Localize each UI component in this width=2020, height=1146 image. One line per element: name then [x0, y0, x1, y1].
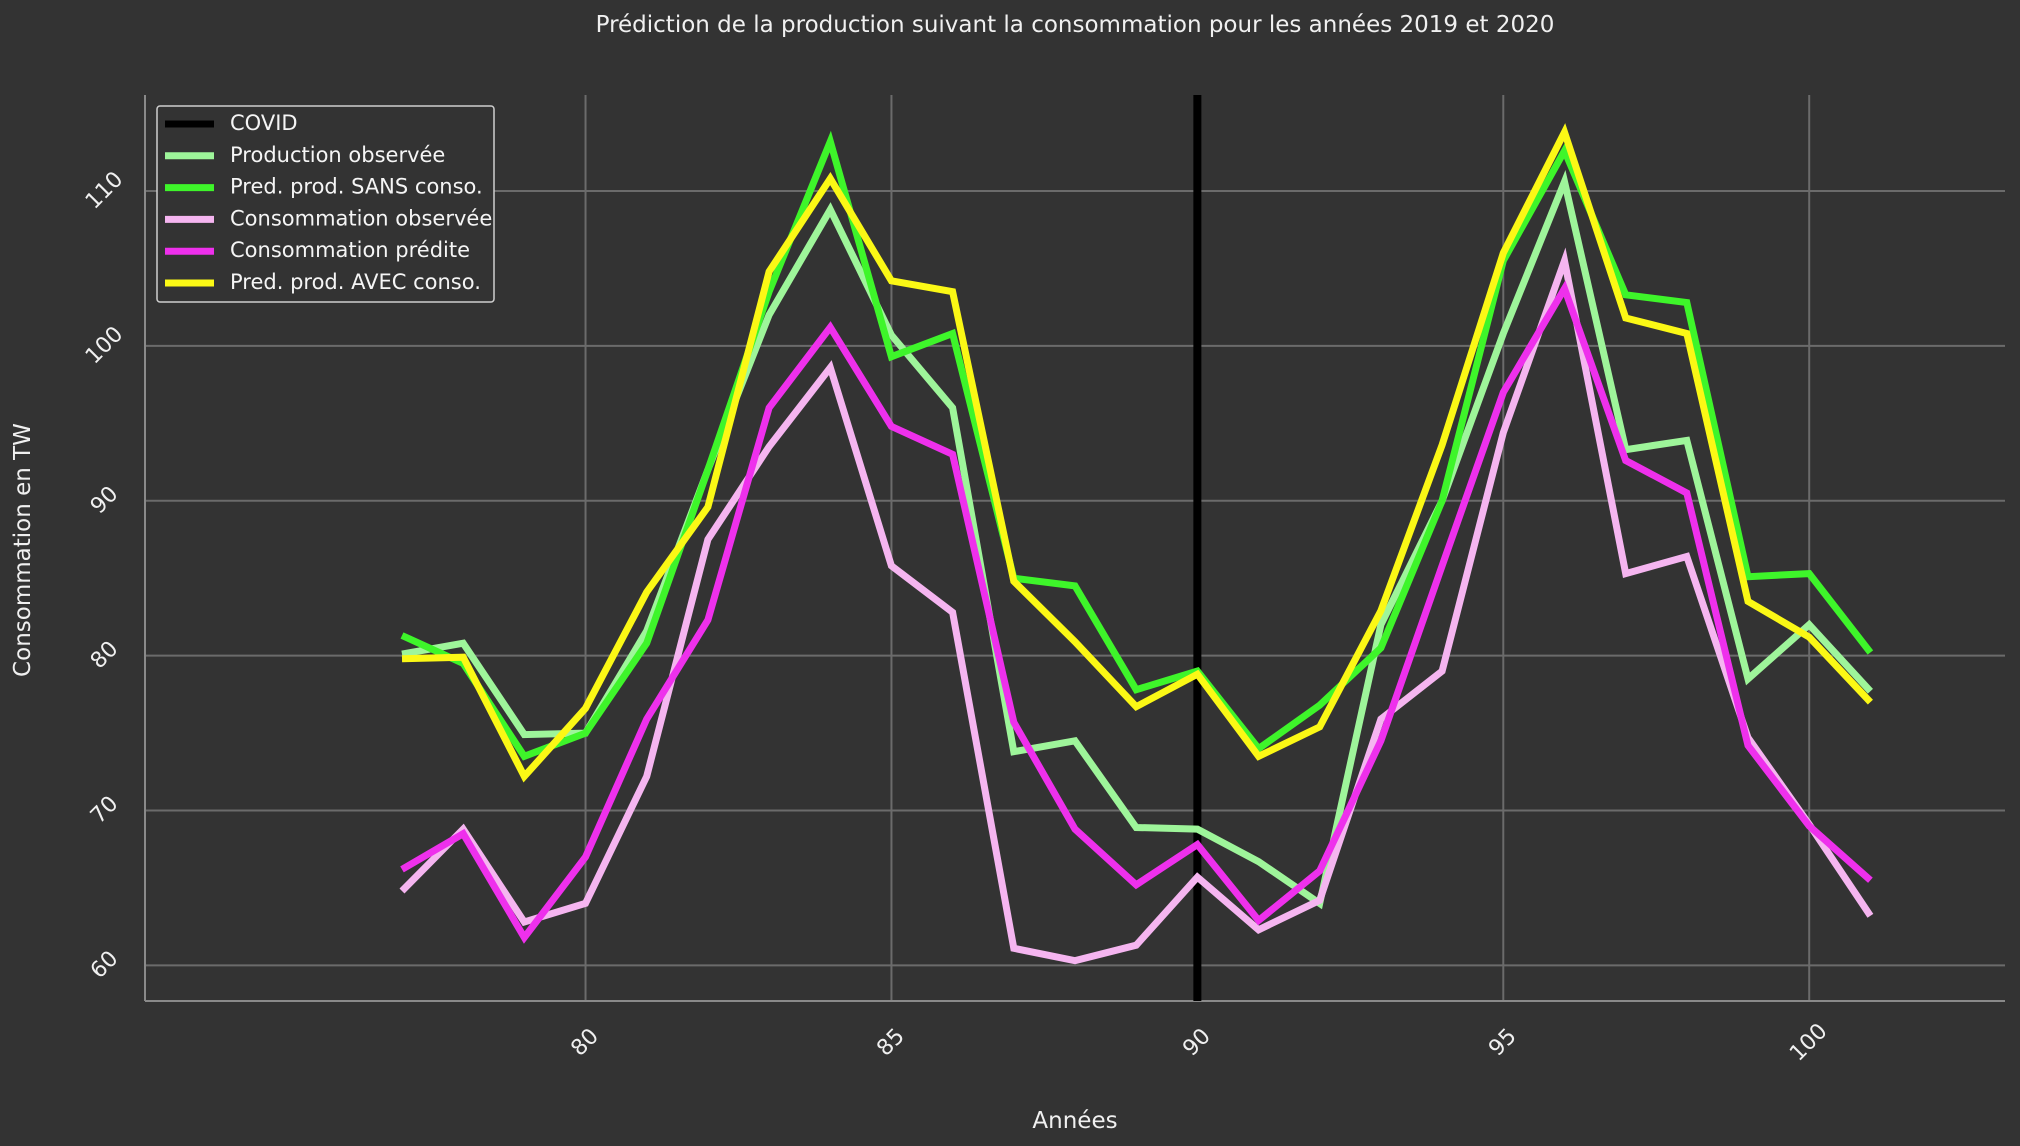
legend-label: Production observée [230, 143, 445, 167]
series-lines [399, 123, 1874, 965]
x-tick-label: 80 [566, 1024, 603, 1061]
series-line-pred-prod-sans-conso [400, 130, 1874, 761]
y-tick-label: 60 [86, 946, 123, 983]
series-line-consommation-observ-e [399, 247, 1874, 965]
y-tick-label: 90 [86, 482, 123, 519]
y-tick-label: 110 [81, 167, 128, 214]
x-tick-label: 90 [1178, 1024, 1215, 1061]
series-line-pred-prod-avec-conso [401, 123, 1873, 783]
series-line-consommation-pr-dite [400, 280, 1873, 944]
x-tick-label: 85 [872, 1024, 909, 1061]
x-axis-label: Années [1032, 1108, 1117, 1134]
x-tick-label: 95 [1484, 1024, 1521, 1061]
y-tick-label: 70 [86, 791, 123, 828]
legend-label: Consommation observée [230, 206, 492, 230]
y-axis-label: Consommation en TW [10, 423, 36, 677]
chart-title: Prédiction de la production suivant la c… [596, 12, 1555, 38]
legend-label: Consommation prédite [230, 238, 470, 262]
legend-frame [156, 105, 495, 303]
y-tick-label: 100 [81, 322, 128, 369]
y-tick-label: 80 [86, 637, 123, 674]
series-line-production-observ-e [401, 170, 1873, 910]
legend-label: COVID [230, 111, 298, 135]
legend-label: Pred. prod. SANS conso. [230, 175, 483, 199]
legend-items: COVID Production observée Pred. prod. SANS… [165, 111, 492, 294]
legend-label: Pred. prod. AVEC conso. [230, 270, 481, 294]
legend: COVID Production observée Pred. prod. SANS… [156, 105, 495, 303]
axes [144, 95, 2005, 1002]
x-tick-label: 100 [1785, 1019, 1832, 1066]
